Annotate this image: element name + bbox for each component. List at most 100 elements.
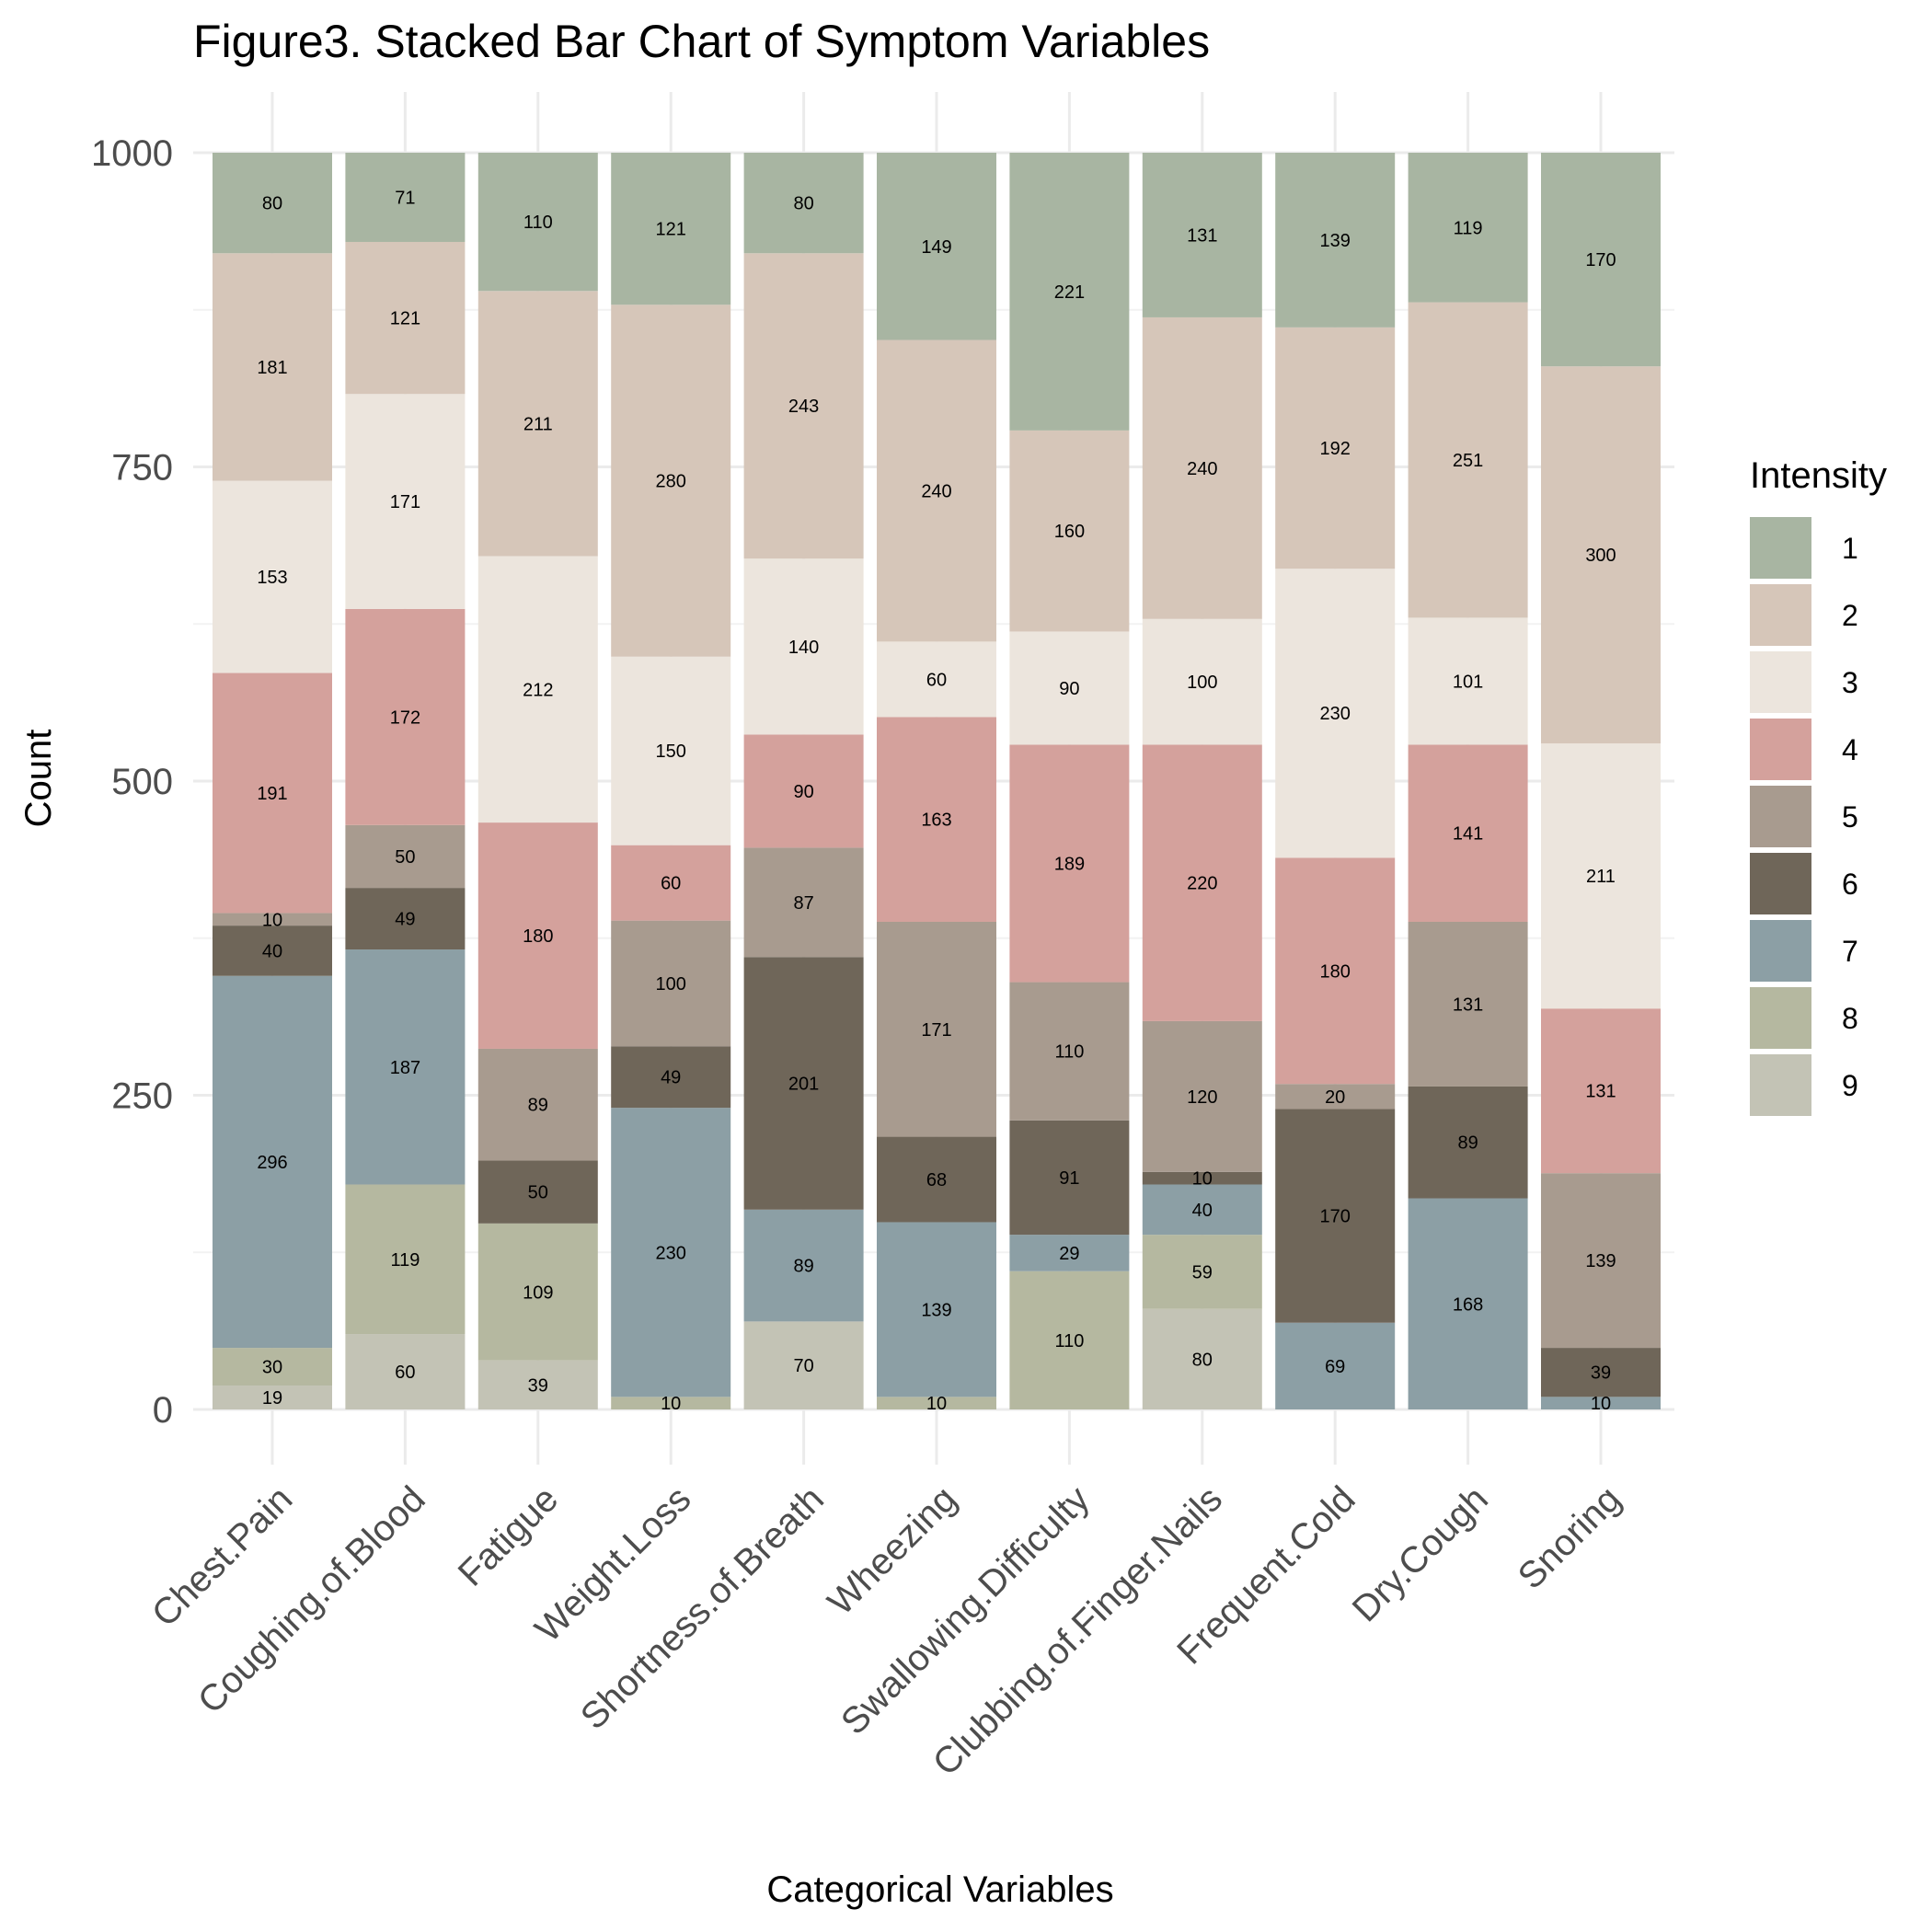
- bar-segment: [1408, 921, 1528, 1087]
- bar-value-label: 131: [1453, 995, 1483, 1015]
- x-axis-title: Categorical Variables: [766, 1869, 1113, 1910]
- chart-title: Figure3. Stacked Bar Chart of Symptom Va…: [193, 16, 1210, 67]
- bar-segment: [213, 1386, 332, 1409]
- bar-segment: [213, 913, 332, 926]
- bar-value-label: 109: [523, 1282, 553, 1303]
- bar-value-label: 89: [793, 1257, 813, 1277]
- bar-value-label: 71: [395, 188, 415, 208]
- bar-segment: [743, 734, 864, 848]
- bar-value-label: 140: [788, 638, 819, 658]
- bar-value-label: 120: [1187, 1087, 1217, 1108]
- bar-segment: [1009, 1235, 1130, 1271]
- bar-segment: [477, 556, 598, 823]
- bar-value-label: 80: [793, 194, 813, 214]
- legend-swatch: [1750, 517, 1811, 579]
- bar-segment: [1009, 982, 1130, 1121]
- x-tick-label: Dry.Cough: [1345, 1478, 1496, 1629]
- bar-value-label: 10: [661, 1394, 681, 1414]
- bar-value-label: 153: [257, 568, 287, 588]
- bar-segment: [743, 847, 864, 958]
- x-tick-label: Wheezing: [820, 1478, 964, 1623]
- bar-value-label: 240: [921, 481, 951, 501]
- bar-segment: [1275, 1109, 1396, 1323]
- bar-segment: [743, 558, 864, 735]
- bar-value-label: 60: [395, 1363, 415, 1383]
- bar-value-label: 172: [390, 707, 420, 728]
- bar-segment: [1009, 631, 1130, 745]
- bar-value-label: 100: [656, 974, 686, 995]
- bar-value-label: 171: [921, 1020, 951, 1041]
- bar-segment: [1408, 744, 1528, 922]
- bar-segment: [611, 1046, 731, 1109]
- bar-segment: [743, 957, 864, 1210]
- bar-segment: [477, 1223, 598, 1361]
- bar-segment: [1275, 1084, 1396, 1110]
- bar-value-label: 110: [1054, 1042, 1084, 1063]
- bar-segment: [1541, 1008, 1661, 1174]
- bar-value-label: 10: [1192, 1169, 1213, 1190]
- bar-segment: [743, 153, 864, 254]
- bar-value-label: 60: [661, 874, 681, 894]
- bar-segment: [611, 1397, 731, 1409]
- bar-segment: [1541, 1397, 1661, 1409]
- bar-value-label: 168: [1453, 1294, 1483, 1315]
- x-tick-label: Swallowing.Difficulty: [834, 1478, 1098, 1742]
- bar-segment: [877, 1136, 996, 1223]
- bar-value-label: 180: [1320, 961, 1351, 982]
- legend-swatch: [1750, 786, 1811, 847]
- y-tick-label: 500: [111, 762, 173, 802]
- legend-label: 8: [1842, 1002, 1858, 1035]
- bar-value-label: 139: [1585, 1251, 1616, 1271]
- legend-swatch: [1750, 920, 1811, 982]
- bar-segment: [345, 153, 466, 242]
- bar-value-label: 170: [1585, 250, 1616, 270]
- bar-segment: [345, 888, 466, 950]
- bar-segment: [1009, 1271, 1130, 1409]
- bar-value-label: 141: [1453, 824, 1483, 845]
- bar-value-label: 100: [1187, 673, 1217, 693]
- bar-segment: [345, 241, 466, 395]
- bar-value-label: 296: [257, 1153, 287, 1173]
- bar-segment: [213, 480, 332, 673]
- bar-value-label: 101: [1453, 672, 1483, 692]
- bar-segment: [877, 153, 996, 340]
- bar-segment: [1541, 1173, 1661, 1349]
- legend-label: 4: [1842, 733, 1858, 766]
- bar-value-label: 10: [926, 1394, 947, 1414]
- legend-swatch: [1750, 719, 1811, 780]
- bar-segment: [213, 926, 332, 976]
- bar-segment: [345, 1184, 466, 1335]
- bar-segment: [743, 253, 864, 559]
- bar-value-label: 110: [523, 213, 553, 233]
- bar-value-label: 29: [1059, 1244, 1079, 1264]
- bar-value-label: 90: [1059, 679, 1079, 699]
- bar-value-label: 59: [1192, 1262, 1213, 1282]
- bar-segment: [1275, 1322, 1396, 1409]
- bar-segment: [477, 1360, 598, 1409]
- bar-value-label: 180: [523, 926, 553, 947]
- bar-segment: [611, 1108, 731, 1397]
- bar-value-label: 80: [262, 194, 282, 214]
- bar-value-label: 30: [262, 1358, 282, 1378]
- bar-value-label: 149: [921, 237, 951, 258]
- bar-segment: [1009, 430, 1130, 632]
- bar-segment: [877, 921, 996, 1137]
- bar-value-label: 10: [1591, 1394, 1611, 1414]
- bar-segment: [611, 305, 731, 657]
- bar-value-label: 187: [390, 1058, 420, 1078]
- bar-value-label: 189: [1054, 854, 1085, 874]
- bar-segment: [213, 1348, 332, 1386]
- bar-value-label: 163: [921, 811, 951, 831]
- bar-value-label: 119: [390, 1250, 420, 1271]
- bar-segment: [1275, 857, 1396, 1085]
- bar-segment: [477, 153, 598, 292]
- legend-swatch: [1750, 987, 1811, 1049]
- bar-segment: [1408, 153, 1528, 303]
- bar-value-label: 139: [1320, 231, 1351, 251]
- bar-segment: [1142, 1235, 1262, 1309]
- bar-value-label: 69: [1325, 1357, 1345, 1377]
- bar-value-label: 170: [1320, 1207, 1351, 1227]
- bar-value-label: 171: [390, 492, 420, 512]
- bar-segment: [1142, 316, 1262, 619]
